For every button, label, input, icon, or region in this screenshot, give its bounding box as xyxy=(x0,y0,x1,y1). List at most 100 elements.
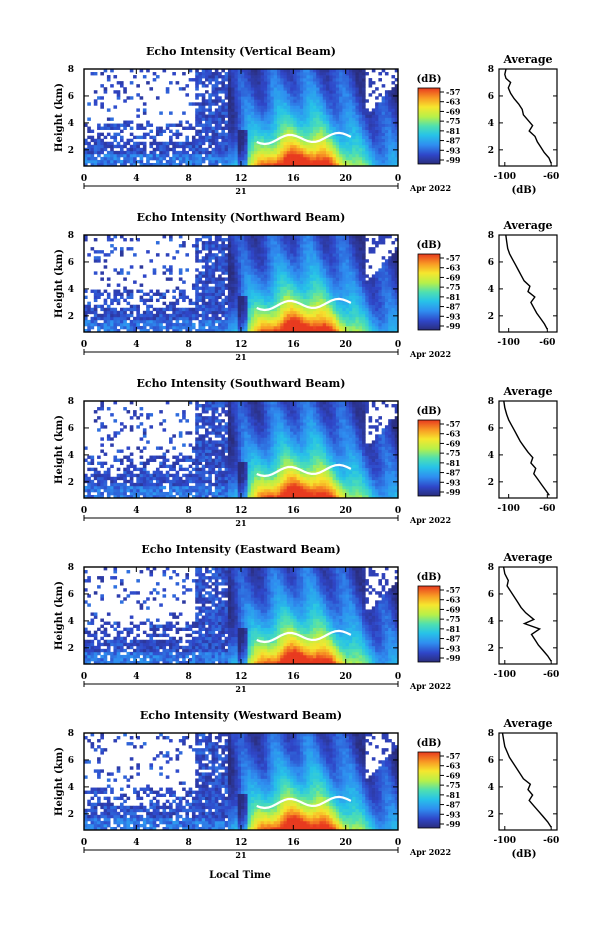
x-tick-label: 12 xyxy=(235,340,248,350)
x-tick-label: 20 xyxy=(339,340,352,350)
heatmap-cells xyxy=(84,69,399,167)
colorbar-tick-label: -75 xyxy=(446,614,460,624)
colorbar-tick-label: -87 xyxy=(446,800,460,810)
average-y-tick-label: 4 xyxy=(488,783,494,793)
x-tick-label: 0 xyxy=(395,340,401,350)
y-tick-label: 4 xyxy=(68,451,74,461)
day-label: 21 xyxy=(235,518,246,528)
average-profile-plot: Average 2 4 6 8 -100 -60 xyxy=(488,385,558,514)
colorbar-tick-label: -63 xyxy=(446,263,461,273)
average-y-tick-label: 6 xyxy=(488,756,494,766)
colorbar-tick-label: -87 xyxy=(446,468,460,478)
x-axis-label-local-time: Local Time xyxy=(209,870,271,881)
x-tick-label: 20 xyxy=(339,672,352,682)
heatmap-cells xyxy=(84,567,399,665)
colorbar-unit: (dB) xyxy=(417,572,442,583)
x-tick-label: 12 xyxy=(235,672,248,682)
average-profile-line xyxy=(503,400,550,496)
y-axis-label: Height (km) xyxy=(54,581,65,650)
average-y-tick-label: 4 xyxy=(488,617,494,627)
colorbar-tick-label: -81 xyxy=(446,126,460,136)
average-x-tick-label: -60 xyxy=(539,504,555,514)
colorbar-tick-label: -69 xyxy=(446,770,461,780)
average-title: Average xyxy=(502,53,552,66)
colorbar-tick-label: -81 xyxy=(446,458,460,468)
echo-panel-2: Echo Intensity (Northward Beam)2468Heigh… xyxy=(54,211,558,362)
y-tick-label: 6 xyxy=(68,756,74,766)
x-tick-label: 8 xyxy=(186,506,192,516)
melting-layer-gap xyxy=(256,629,352,644)
colorbar-tick-label: -63 xyxy=(446,761,461,771)
y-axis-label: Height (km) xyxy=(54,249,65,318)
colorbar-tick-label: -57 xyxy=(446,585,460,595)
average-y-tick-label: 2 xyxy=(488,312,494,322)
average-y-tick-label: 2 xyxy=(488,644,494,654)
colorbar xyxy=(417,253,441,331)
average-profile-line xyxy=(502,566,552,662)
y-tick-label: 6 xyxy=(68,424,74,434)
average-x-tick-label: -100 xyxy=(497,338,520,348)
y-tick-label: 2 xyxy=(68,312,74,322)
average-frame xyxy=(498,68,558,167)
colorbar-tick-label: -69 xyxy=(446,106,461,116)
melting-layer-gap xyxy=(256,795,352,810)
average-x-tick-label: -100 xyxy=(497,504,520,514)
x-tick-label: 0 xyxy=(395,672,401,682)
colorbar-tick-label: -69 xyxy=(446,604,461,614)
average-title: Average xyxy=(502,717,552,730)
average-y-tick-label: 6 xyxy=(488,424,494,434)
colorbar-tick-label: -93 xyxy=(446,477,461,487)
x-tick-label: 4 xyxy=(133,340,139,350)
x-tick-label: 16 xyxy=(287,506,300,516)
panel-title: Echo Intensity (Southward Beam) xyxy=(137,377,346,390)
average-title: Average xyxy=(502,551,552,564)
colorbar-tick-label: -87 xyxy=(446,302,460,312)
day-label: 21 xyxy=(235,850,246,860)
x-tick-label: 8 xyxy=(186,672,192,682)
colorbar-unit: (dB) xyxy=(417,738,442,749)
y-tick-label: 2 xyxy=(68,644,74,654)
date-label: Apr 2022 xyxy=(409,515,451,525)
date-label: Apr 2022 xyxy=(409,183,451,193)
colorbar-tick-label: -87 xyxy=(446,136,460,146)
average-y-tick-label: 4 xyxy=(488,285,494,295)
average-x-label: (dB) xyxy=(512,185,537,196)
colorbar-tick-label: -57 xyxy=(446,87,460,97)
average-x-tick-label: -60 xyxy=(539,338,555,348)
x-tick-label: 0 xyxy=(81,506,87,516)
y-tick-label: 8 xyxy=(68,231,74,241)
colorbar-tick-label: -93 xyxy=(446,643,461,653)
average-x-tick-label: -100 xyxy=(494,172,517,182)
x-tick-label: 0 xyxy=(81,340,87,350)
day-label: 21 xyxy=(235,186,246,196)
colorbar-tick-label: -57 xyxy=(446,253,460,263)
panel-title: Echo Intensity (Vertical Beam) xyxy=(146,45,336,58)
average-title: Average xyxy=(502,219,552,232)
y-tick-label: 4 xyxy=(68,783,74,793)
date-label: Apr 2022 xyxy=(409,681,451,691)
average-y-tick-label: 6 xyxy=(488,92,494,102)
x-tick-label: 8 xyxy=(186,838,192,848)
colorbar xyxy=(417,87,441,165)
average-profile-plot: Average 2 4 6 8 -100 -60 (dB) xyxy=(488,717,560,860)
colorbar-tick-label: -99 xyxy=(446,653,461,663)
panel-title: Echo Intensity (Westward Beam) xyxy=(140,709,342,722)
echo-panel-1: Echo Intensity (Vertical Beam)2468Height… xyxy=(54,45,559,196)
colorbar-tick-label: -57 xyxy=(446,751,460,761)
y-tick-label: 8 xyxy=(68,729,74,739)
x-tick-label: 12 xyxy=(235,506,248,516)
average-y-tick-label: 8 xyxy=(488,231,494,241)
colorbar-tick-label: -69 xyxy=(446,438,461,448)
colorbar-tick-label: -69 xyxy=(446,272,461,282)
colorbar-tick-label: -93 xyxy=(446,809,461,819)
average-x-tick-label: -60 xyxy=(543,670,559,680)
average-y-tick-label: 2 xyxy=(488,810,494,820)
colorbar-tick-label: -81 xyxy=(446,790,460,800)
x-tick-label: 20 xyxy=(339,838,352,848)
average-x-label: (dB) xyxy=(512,849,537,860)
x-tick-label: 12 xyxy=(235,838,248,848)
average-y-tick-label: 6 xyxy=(488,258,494,268)
colorbar-tick-label: -93 xyxy=(446,311,461,321)
x-tick-label: 4 xyxy=(133,838,139,848)
echo-panel-4: Echo Intensity (Eastward Beam)2468Height… xyxy=(54,543,559,694)
